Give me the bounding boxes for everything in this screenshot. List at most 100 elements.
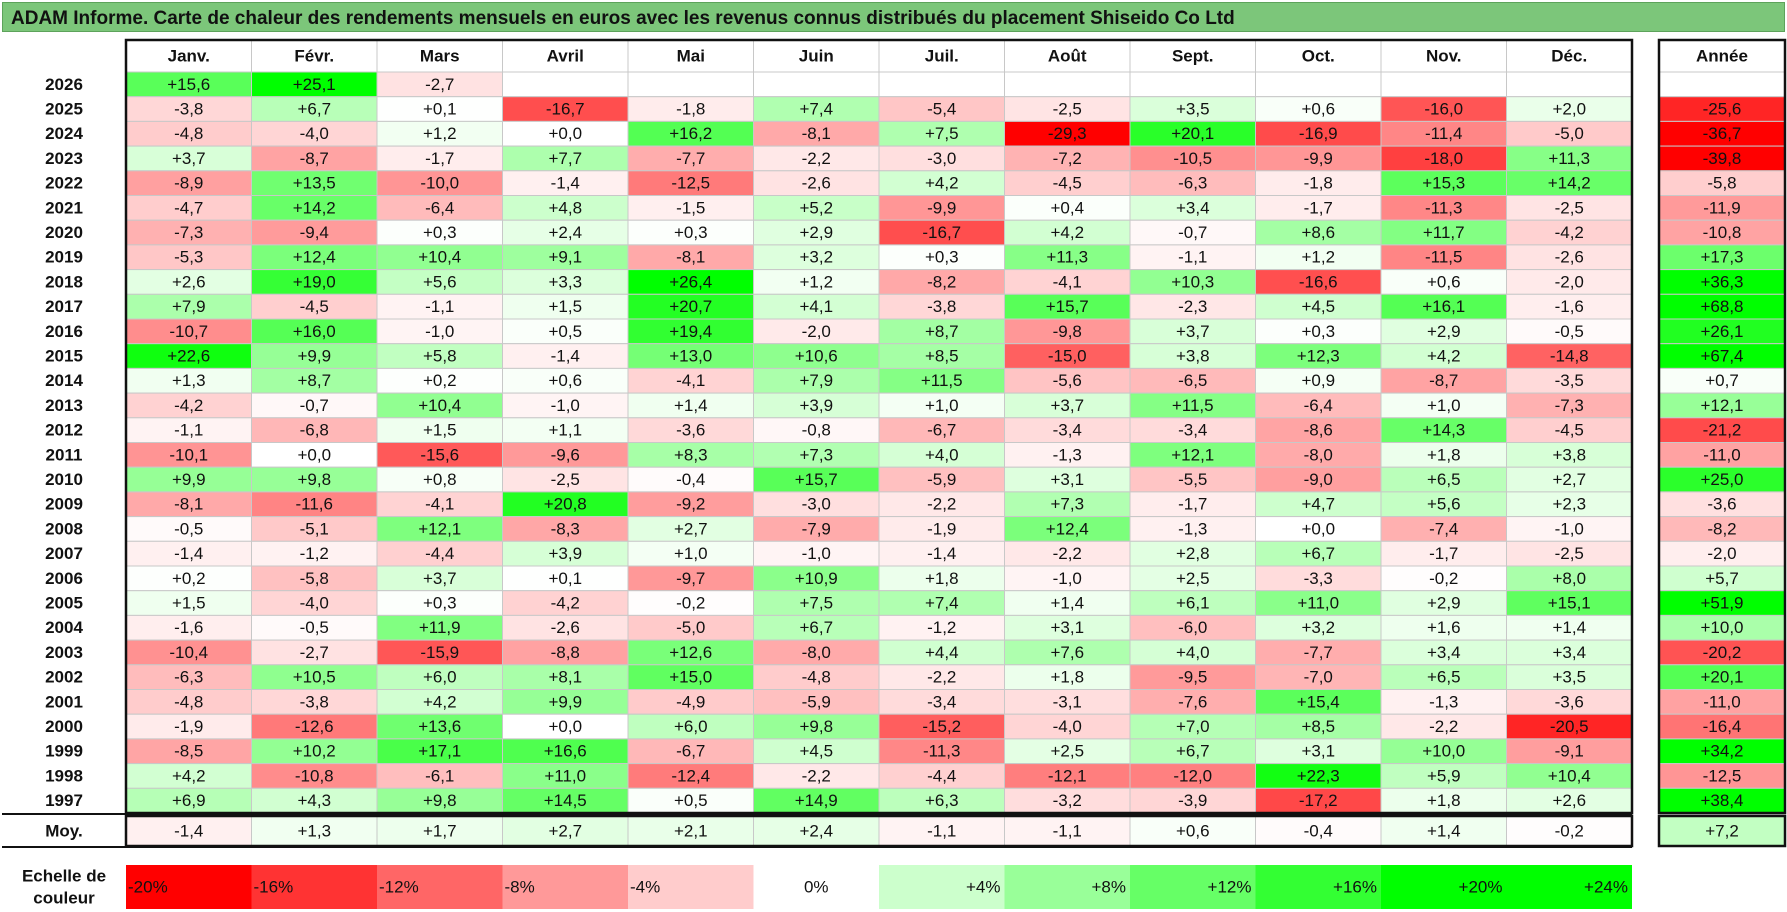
cell-value: -2,2 (802, 766, 831, 785)
cell-value: -8,7 (1429, 371, 1458, 390)
average-annual-value: +7,2 (1705, 821, 1739, 840)
heatmap-cell (1255, 738, 1382, 765)
cell-value: +9,1 (548, 248, 582, 267)
annual-value: +0,7 (1705, 371, 1739, 390)
heatmap-cell (878, 145, 1005, 172)
cell-value: -8,7 (300, 149, 329, 168)
cell-value: -9,7 (676, 569, 705, 588)
cell-value: -4,9 (676, 692, 705, 711)
scale-stop-label: -8% (505, 877, 535, 896)
cell-value: +12,6 (669, 643, 712, 662)
cell-value: -8,1 (676, 248, 705, 267)
heatmap-cell (125, 713, 252, 740)
cell-value: +3,5 (1552, 668, 1586, 687)
scale-stop-label: +4% (966, 877, 1001, 896)
cell-value: +3,9 (548, 544, 582, 563)
cell-value: -8,1 (802, 124, 831, 143)
scale-swatch (1255, 865, 1381, 909)
annual-value: -25,6 (1703, 100, 1742, 119)
cell-value: +11,5 (921, 371, 963, 390)
heatmap-cell (753, 170, 880, 197)
cell-value: +15,7 (1046, 297, 1089, 316)
cell-value: +6,7 (1301, 544, 1335, 563)
year-label: 2006 (45, 569, 83, 588)
heatmap-cell (376, 96, 503, 122)
cell-value: +2,7 (1552, 470, 1586, 489)
cell-value: +7,4 (925, 594, 959, 613)
cell-value: +0,3 (674, 223, 708, 242)
cell-value: +6,7 (297, 100, 331, 119)
cell-value: +0,0 (1301, 519, 1335, 538)
cell-value: -2,2 (1053, 544, 1082, 563)
heatmap-cell (1004, 244, 1131, 271)
cell-value: -6,0 (1178, 618, 1207, 637)
cell-value: -1,9 (927, 519, 956, 538)
heatmap-cell (627, 170, 754, 197)
cell-value: +4,2 (172, 766, 206, 785)
cell-value: -4,5 (300, 297, 329, 316)
heatmap-cell (376, 442, 503, 468)
cell-value: +3,7 (423, 569, 457, 588)
heatmap-cell (502, 639, 629, 666)
cell-value: -11,4 (1425, 124, 1463, 143)
cell-value: -9,9 (927, 198, 956, 217)
cell-value: -4,2 (174, 396, 203, 415)
heatmap-cell (125, 343, 252, 369)
heatmap-cell (1506, 516, 1633, 542)
heatmap-cell (1129, 367, 1256, 394)
average-value: -1,4 (174, 821, 203, 840)
cell-value: -11,5 (1425, 248, 1463, 267)
cell-value: -4,8 (174, 692, 203, 711)
month-header-label: Mars (420, 46, 460, 65)
cell-value: -8,3 (551, 519, 580, 538)
heatmap-cell (1380, 219, 1507, 246)
cell-value: +2,5 (1050, 742, 1084, 761)
cell-value: -1,1 (1178, 248, 1207, 267)
cell-value: +4,0 (925, 445, 959, 464)
cell-value: +4,5 (799, 742, 833, 761)
heatmap-cell (376, 219, 503, 246)
cell-value: -1,1 (174, 421, 203, 440)
cell-value: -1,3 (1053, 445, 1082, 464)
average-cell (1380, 815, 1507, 847)
heatmap-cell (1506, 343, 1633, 369)
heatmap-cell (502, 442, 629, 468)
cell-value: +3,7 (1176, 322, 1210, 341)
heatmap-cell (627, 219, 754, 246)
cell-value: +12,4 (293, 248, 336, 267)
cell-value: +2,4 (548, 223, 582, 242)
cell-value: +8,5 (925, 347, 959, 366)
cell-value: +1,6 (1427, 618, 1461, 637)
annual-cell (1658, 565, 1786, 592)
average-cell (627, 815, 754, 847)
cell-value: -8,5 (174, 742, 203, 761)
heatmap-cell (627, 145, 754, 172)
cell-value: +1,0 (674, 544, 708, 563)
heatmap-cell (376, 71, 503, 98)
heatmap-cell (376, 318, 503, 345)
cell-value: -18,0 (1424, 149, 1463, 168)
heatmap-cell (1129, 392, 1256, 419)
scale-stop-label: +24% (1584, 877, 1628, 896)
heatmap-cell (251, 590, 378, 616)
cell-value: +2,9 (799, 223, 833, 242)
cell-value: -10,4 (169, 643, 208, 662)
cell-value: +3,4 (1552, 643, 1586, 662)
cell-value: -8,2 (927, 272, 956, 291)
scale-stop-label: +20% (1459, 877, 1503, 896)
cell-value: +0,3 (423, 594, 457, 613)
heatmap-cell (1506, 713, 1633, 740)
heatmap-cell (627, 195, 754, 221)
cell-value: +6,7 (1176, 742, 1210, 761)
cell-value: -1,2 (927, 618, 956, 637)
cell-value: +12,4 (1046, 519, 1089, 538)
cell-value: -1,9 (174, 717, 203, 736)
year-label: 2005 (45, 594, 83, 613)
cell-value: -12,4 (671, 766, 710, 785)
cell-value: -15,6 (420, 445, 459, 464)
heatmap-cell (627, 540, 754, 567)
scale-stop-label: -16% (254, 877, 294, 896)
heatmap-cell (753, 590, 880, 616)
cell-value: -1,0 (551, 396, 580, 415)
cell-value: +0,5 (548, 322, 582, 341)
